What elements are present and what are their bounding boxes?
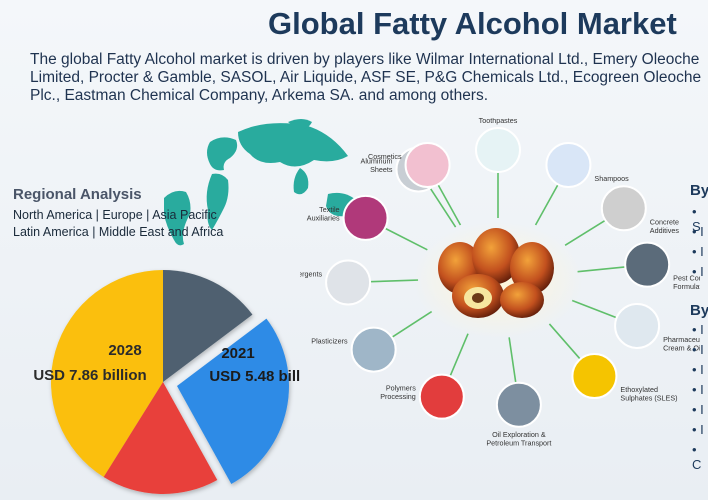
page-title: Global Fatty Alcohol Market — [268, 6, 677, 41]
polymer-icon — [418, 373, 465, 420]
regional-analysis: Regional Analysis North America | Europe… — [13, 186, 223, 241]
regional-title: Regional Analysis — [13, 186, 142, 203]
application-label: Toothpastes — [479, 118, 518, 125]
segment-bullet: • C — [692, 442, 702, 472]
wheel-spoke — [437, 184, 462, 226]
cosmetics-icon — [404, 141, 451, 188]
wheel-spoke — [577, 266, 626, 273]
intro-text: The global Fatty Alcohol market is drive… — [30, 51, 702, 104]
application-label: Shampoos — [594, 174, 629, 183]
application-label: Concrete Additives — [650, 217, 680, 235]
toothpaste-icon — [475, 127, 521, 173]
segment-bullet: • I — [692, 382, 704, 397]
application-label: Cosmetics — [368, 152, 402, 161]
segment-bullet: • I — [692, 224, 704, 239]
wheel-spoke — [391, 310, 433, 338]
application-label: Pest ControlFormulation — [673, 274, 700, 292]
application-label: Textile Auxiliaries — [307, 205, 340, 223]
pills-icon — [614, 302, 661, 349]
pie-slice-other-gray — [163, 270, 253, 382]
application-wheel: Toothpastes Shampoos Concrete Additives Pest… — [300, 118, 700, 448]
segment-heading-1: By — [690, 182, 708, 199]
palm-fruit-icon — [438, 228, 554, 318]
wheel-spoke — [564, 219, 606, 247]
wheel-spoke — [571, 299, 617, 319]
oil-rig-icon — [495, 381, 542, 428]
segment-bullet: • I — [692, 402, 704, 417]
pie-label-2028-year: 2028 — [108, 342, 141, 359]
pie-label-2021-value: USD 5.48 billion — [209, 368, 300, 385]
wheel-spoke — [508, 337, 517, 384]
segment-bullet: • I — [692, 422, 704, 437]
pie-slice-2021 — [177, 318, 289, 484]
world-map-icon — [164, 119, 357, 246]
pie-label-2021-year: 2021 — [221, 345, 254, 362]
wheel-spoke — [370, 279, 419, 283]
wheel-spoke — [534, 184, 559, 226]
segment-bullet: • I — [692, 264, 704, 279]
detergent-icon — [325, 259, 372, 306]
wheel-spoke — [429, 187, 457, 228]
application-label: Ethoxylated Sulphates (SLES) — [620, 385, 677, 403]
application-label: Oil Exploration & Petroleum Transport — [486, 430, 551, 448]
shampoo-icon — [545, 141, 592, 188]
wheel-spoke — [548, 323, 581, 360]
regional-line-1: North America | Europe | Asia Pacific — [13, 208, 217, 222]
segment-heading-2: By — [690, 302, 708, 319]
pest-control-icon — [624, 241, 671, 288]
application-label: Plasticizers — [311, 337, 348, 346]
segment-bullet: • I — [692, 244, 704, 259]
bottles-icon — [350, 326, 397, 373]
textile-icon — [342, 194, 389, 241]
application-label: PharmaceuticalCream & Ointments — [663, 335, 700, 353]
liquid-icon — [571, 353, 618, 400]
pie-slice-2028 — [51, 270, 164, 477]
application-label: Polymers Processing — [380, 384, 416, 402]
segment-bullet: • S — [692, 204, 701, 234]
wheel-spoke — [449, 333, 469, 377]
pie-chart: 2028 USD 7.86 billion 2021 USD 5.48 bill… — [33, 270, 300, 494]
segment-bullet: • I — [692, 362, 704, 377]
pie-slice-other-red — [103, 382, 218, 494]
concrete-icon — [600, 185, 647, 232]
regional-line-2: Latin America | Middle East and Africa — [13, 225, 224, 239]
application-label: Detergents — [300, 269, 322, 278]
wheel-spoke — [384, 227, 428, 251]
segment-bullet: • I — [692, 342, 704, 357]
pie-label-2028-value: USD 7.86 billion — [33, 367, 146, 384]
segment-bullet: • I — [692, 322, 704, 337]
application-label: Aluminum Sheets — [361, 156, 393, 174]
